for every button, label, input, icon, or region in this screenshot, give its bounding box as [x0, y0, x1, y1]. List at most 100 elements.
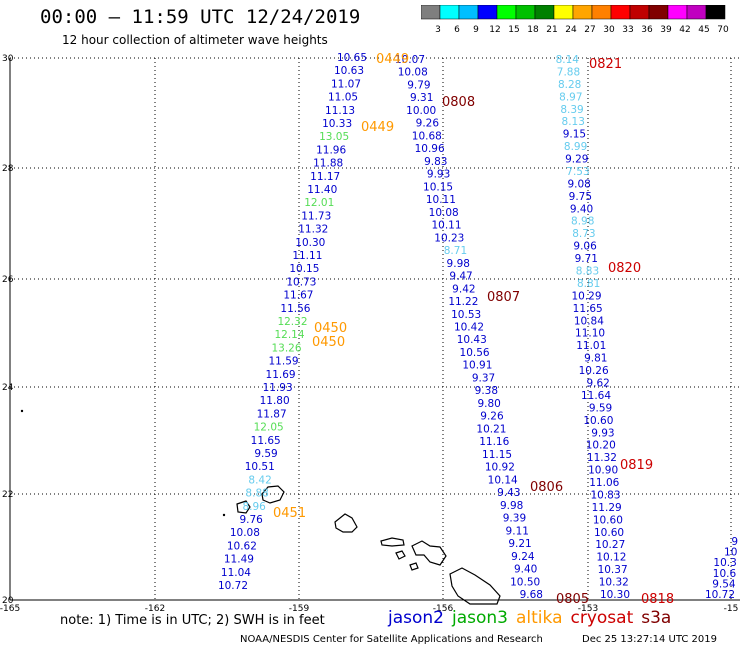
wave-height-value: 11.88 — [313, 158, 343, 170]
wave-height-value: 11.32 — [587, 452, 617, 464]
wave-height-value: 9.43 — [497, 487, 520, 499]
wave-height-value: 10.29 — [571, 290, 601, 302]
wave-height-value: 10.72 — [705, 589, 735, 601]
wave-height-value: 10.23 — [434, 232, 464, 244]
wave-height-value: 10.72 — [218, 580, 248, 592]
wave-height-value: 10.11 — [426, 194, 456, 206]
wave-height-value: 10.60 — [593, 514, 623, 526]
color-scale-label: 30 — [603, 25, 615, 35]
wave-height-value: 9.31 — [410, 92, 433, 104]
wave-height-value: 9.42 — [452, 283, 475, 295]
pass-time-label: 0806 — [530, 480, 563, 495]
wave-height-value: 11.11 — [292, 250, 322, 262]
page-title: 00:00 – 11:59 UTC 12/24/2019 — [40, 6, 361, 28]
wave-height-value: 10.08 — [230, 527, 260, 539]
wave-height-value: 13.05 — [319, 131, 349, 143]
wave-height-value: 10.30 — [600, 589, 630, 601]
wave-height-value: 9.80 — [477, 398, 500, 410]
color-scale-label: 21 — [546, 25, 557, 35]
wave-height-value: 12.32 — [277, 316, 307, 328]
wave-height-value: 10.92 — [485, 462, 515, 474]
wave-height-value: 10.51 — [245, 461, 275, 473]
wave-height-value: 9.83 — [424, 156, 447, 168]
wave-height-value: 10.3 — [713, 557, 736, 569]
pass-time-label: 0449 — [361, 120, 394, 135]
wave-height-value: 10 — [724, 547, 737, 559]
footer-note: note: 1) Time is in UTC; 2) SWH is in fe… — [60, 613, 325, 628]
wave-height-value: 11.22 — [448, 296, 478, 308]
color-scale-label: 45 — [698, 25, 709, 35]
latitude-tick-label: 22 — [2, 490, 13, 500]
color-scale-label: 36 — [641, 25, 653, 35]
wave-height-value: 9.24 — [511, 551, 535, 563]
wave-height-value: 9.39 — [503, 513, 526, 525]
wave-height-value: 8.99 — [564, 141, 587, 153]
legend-item-s3a: s3a — [641, 608, 672, 628]
wave-height-value: 9.59 — [589, 402, 612, 414]
wave-height-value: 8.83 — [576, 266, 599, 278]
wave-height-value: 9.26 — [480, 411, 504, 423]
islet-dot — [222, 513, 226, 517]
wave-height-value: 11.65 — [573, 303, 603, 315]
color-scale-label: 12 — [489, 25, 500, 35]
longitude-tick-label: -15 — [724, 604, 739, 612]
wave-height-value: 10.08 — [398, 67, 428, 79]
longitude-tick-label: -165 — [0, 604, 20, 612]
longitude-tick-label: -156 — [433, 604, 454, 612]
wave-height-value: 11.10 — [575, 328, 605, 340]
wave-height-value: 8.98 — [571, 216, 594, 228]
wave-height-value: 8.81 — [577, 278, 600, 290]
wave-height-value: 11.67 — [283, 290, 313, 302]
wave-height-value: 10.33 — [322, 118, 352, 130]
wave-height-value: 10.30 — [295, 237, 325, 249]
wave-height-value: 8.96 — [242, 501, 266, 513]
island-hawaii — [449, 567, 501, 605]
island-maui — [411, 540, 447, 566]
wave-height-value: 10.15 — [423, 181, 453, 193]
legend-item-jason2: jason2 — [388, 608, 444, 628]
wave-height-value: 8.88 — [245, 488, 268, 500]
wave-height-value: 10.20 — [586, 440, 616, 452]
map-grid: -165 -162 -159 -156 -153 -15 30 28 26 24 22 20 — [0, 54, 740, 612]
wave-height-value: 9.68 — [520, 589, 543, 601]
color-scale-label: 24 — [565, 25, 577, 35]
page-subtitle: 12 hour collection of altimeter wave hei… — [62, 33, 328, 47]
wave-height-value: 10.00 — [406, 105, 436, 117]
wave-height-value: 11.05 — [328, 92, 358, 104]
wave-height-value: 10.14 — [488, 474, 518, 486]
wave-height-value: 9.29 — [565, 154, 588, 166]
wave-height-value: 11.93 — [263, 382, 293, 394]
wave-height-value: 10.43 — [457, 334, 487, 346]
island-oahu — [334, 513, 358, 533]
wave-height-value: 10.21 — [476, 423, 506, 435]
wave-height-value: 10.32 — [599, 577, 629, 589]
color-scale-label: 27 — [584, 25, 595, 35]
hawaiian-islands — [20, 409, 501, 605]
pass-time-label: 0451 — [273, 506, 306, 521]
island-molokai — [380, 537, 405, 547]
wave-height-value: 11.56 — [280, 303, 310, 315]
latitude-tick-label: 24 — [2, 383, 14, 393]
color-scale-label: 6 — [454, 25, 460, 35]
wave-height-value: 10.53 — [451, 309, 481, 321]
wave-height-value: 8.39 — [560, 104, 583, 116]
island-oahu-west — [261, 485, 285, 504]
wave-height-value: 9.15 — [563, 129, 586, 141]
wave-height-value: 11.07 — [331, 78, 361, 90]
wave-height-value: 9.08 — [567, 178, 590, 190]
wave-height-value: 10.08 — [429, 207, 459, 219]
island-kahoolawe — [409, 562, 419, 571]
wave-height-value: 9.40 — [570, 203, 593, 215]
wave-height-value: 9.38 — [475, 385, 498, 397]
wave-height-value: 9.26 — [416, 118, 440, 130]
wave-height-value: 10.15 — [289, 263, 319, 275]
wave-height-value: 8.71 — [444, 245, 467, 257]
generated-timestamp: Dec 25 13:27:14 UTC 2019 — [582, 634, 717, 645]
longitude-tick-label: -159 — [289, 604, 310, 612]
pass-time-label: 0821 — [589, 57, 622, 72]
wave-height-value: 10.37 — [598, 564, 628, 576]
islet-dot — [20, 409, 24, 413]
wave-height-value: 8.73 — [572, 228, 595, 240]
wave-height-value: 9.98 — [500, 500, 523, 512]
